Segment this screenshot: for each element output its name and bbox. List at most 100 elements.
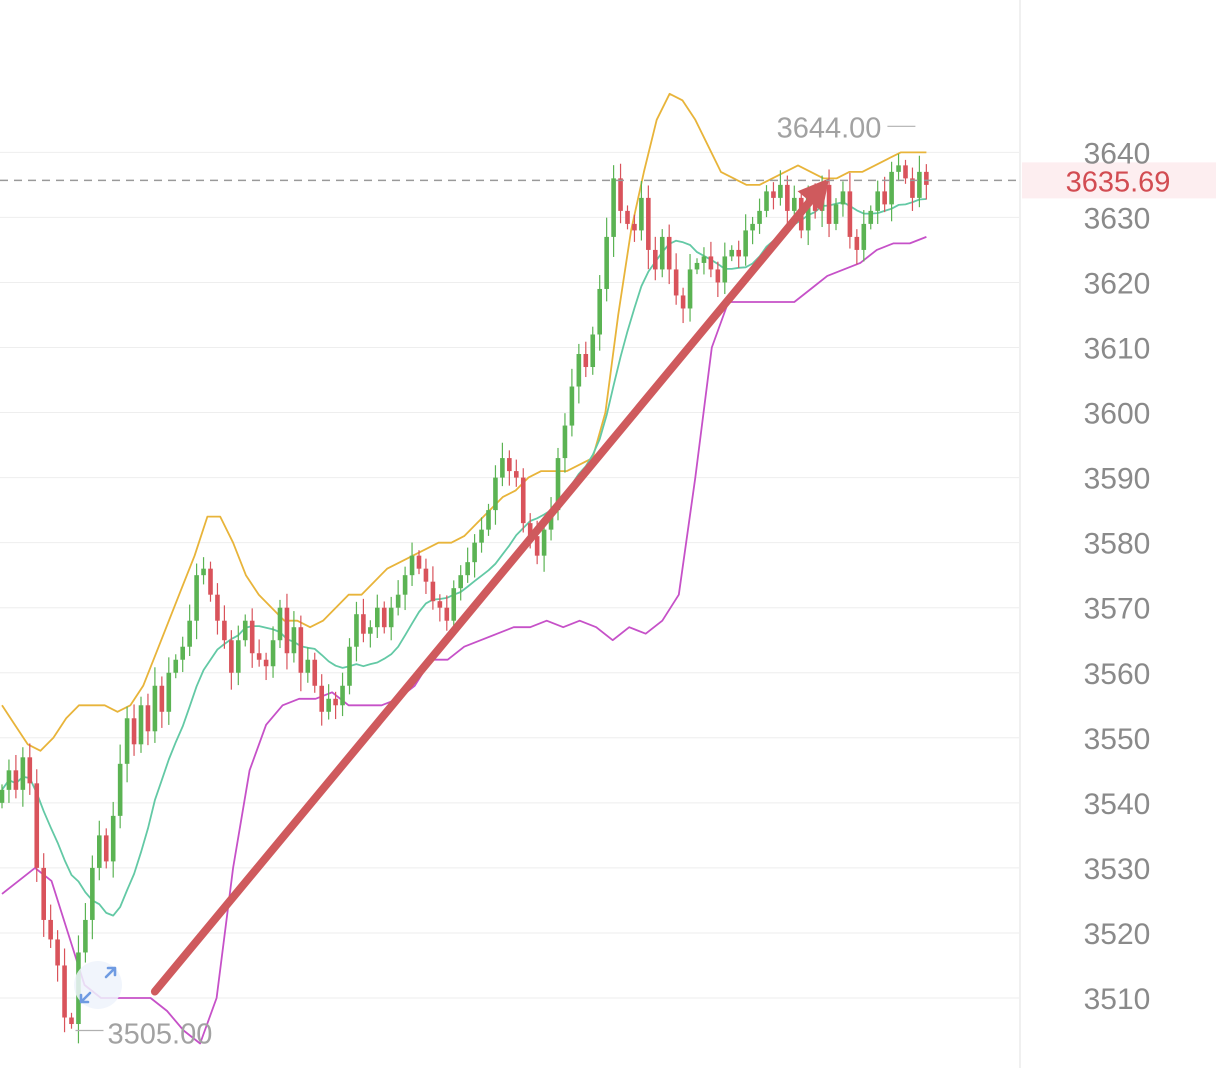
candle-up	[347, 638, 352, 695]
candle-body	[20, 757, 26, 790]
candle-down	[34, 769, 40, 882]
y-tick-label: 3610	[1084, 333, 1151, 366]
candle-body	[680, 295, 686, 309]
candle-body	[222, 620, 227, 641]
candle-up	[861, 210, 867, 262]
candle-up	[868, 205, 874, 230]
candle-up	[97, 820, 102, 881]
candle-down	[854, 229, 860, 265]
candle-down	[222, 605, 227, 649]
candle-body	[701, 256, 707, 263]
candle-body	[83, 919, 88, 953]
candle-up	[486, 503, 491, 536]
y-tick-label: 3520	[1084, 918, 1151, 951]
candle-body	[722, 256, 728, 283]
candle-down	[381, 601, 387, 634]
candle-body	[375, 607, 380, 628]
expand-icon-arrows[interactable]	[79, 966, 117, 1004]
candle-body	[249, 620, 255, 654]
candle-up	[340, 672, 345, 717]
candle-down	[903, 159, 908, 184]
candle-down	[673, 253, 679, 305]
candle-body	[687, 269, 693, 309]
candle-body	[361, 614, 366, 634]
candle-body	[833, 204, 839, 224]
candle-up	[166, 657, 172, 725]
candle-up	[493, 465, 498, 525]
candle-up	[750, 216, 755, 245]
candle-down	[416, 550, 422, 575]
candle-down	[618, 163, 623, 224]
candle-body	[778, 184, 783, 198]
candle-body	[507, 458, 512, 472]
candle-body	[896, 165, 901, 172]
candle-up	[277, 599, 283, 649]
candle-body	[444, 607, 450, 621]
candle-up	[597, 275, 602, 351]
candle-down	[284, 593, 290, 670]
candle-body	[423, 568, 429, 582]
candle-down	[423, 558, 429, 594]
candle-body	[437, 601, 443, 608]
y-tick-label: 3600	[1084, 398, 1151, 431]
candle-body	[173, 659, 179, 673]
candle-down	[653, 236, 658, 281]
candle-up	[917, 155, 922, 208]
candle-body	[256, 653, 262, 660]
candle-down	[319, 674, 324, 726]
candle-up	[90, 855, 95, 940]
candle-down	[924, 164, 929, 200]
candle-body	[527, 523, 533, 537]
candle-body	[201, 568, 206, 576]
candle-down	[715, 261, 721, 298]
candle-down	[646, 185, 651, 270]
candle-body	[792, 197, 797, 211]
candle-body	[131, 718, 137, 745]
low-annotation-label: 3505.00	[108, 1019, 213, 1051]
candle-down	[13, 754, 19, 799]
candle-up	[757, 198, 762, 234]
candle-down	[361, 598, 366, 643]
y-tick-label: 3590	[1084, 463, 1151, 496]
y-tick-label: 3630	[1084, 202, 1151, 235]
candle-body	[771, 191, 776, 198]
candle-body	[117, 763, 123, 816]
candle-up	[472, 534, 477, 578]
expand-icon[interactable]	[74, 961, 122, 1009]
candle-body	[34, 783, 40, 868]
candle-up	[194, 563, 199, 640]
candle-up	[354, 601, 359, 662]
candle-up	[611, 165, 616, 257]
candle-body	[659, 236, 665, 270]
candle-body	[291, 627, 297, 654]
candle-down	[62, 948, 67, 1033]
candle-body	[541, 529, 547, 556]
candle-body	[395, 594, 401, 608]
candle-body	[298, 627, 304, 673]
candle-body	[90, 867, 95, 920]
candle-body	[632, 223, 637, 231]
candle-up	[562, 413, 568, 473]
y-tick-label: 3540	[1084, 788, 1151, 821]
candle-body	[263, 659, 269, 667]
candle-down	[103, 828, 109, 869]
candle-down	[882, 176, 887, 213]
candle-body	[208, 568, 213, 595]
candle-body	[194, 575, 199, 621]
candle-down	[507, 450, 512, 486]
candle-body	[889, 171, 894, 205]
candle-down	[41, 853, 46, 937]
candle-down	[48, 904, 53, 948]
candle-body	[381, 607, 387, 628]
candle-body	[409, 555, 415, 576]
candle-body	[562, 425, 568, 459]
candle-down	[249, 608, 255, 668]
bollinger-bands	[1, 92, 927, 1045]
candle-down	[785, 175, 790, 228]
candle-body	[910, 178, 915, 198]
candle-up	[694, 258, 700, 275]
candle-down	[55, 930, 60, 982]
candle-up	[743, 214, 748, 266]
candle-body	[472, 542, 477, 563]
